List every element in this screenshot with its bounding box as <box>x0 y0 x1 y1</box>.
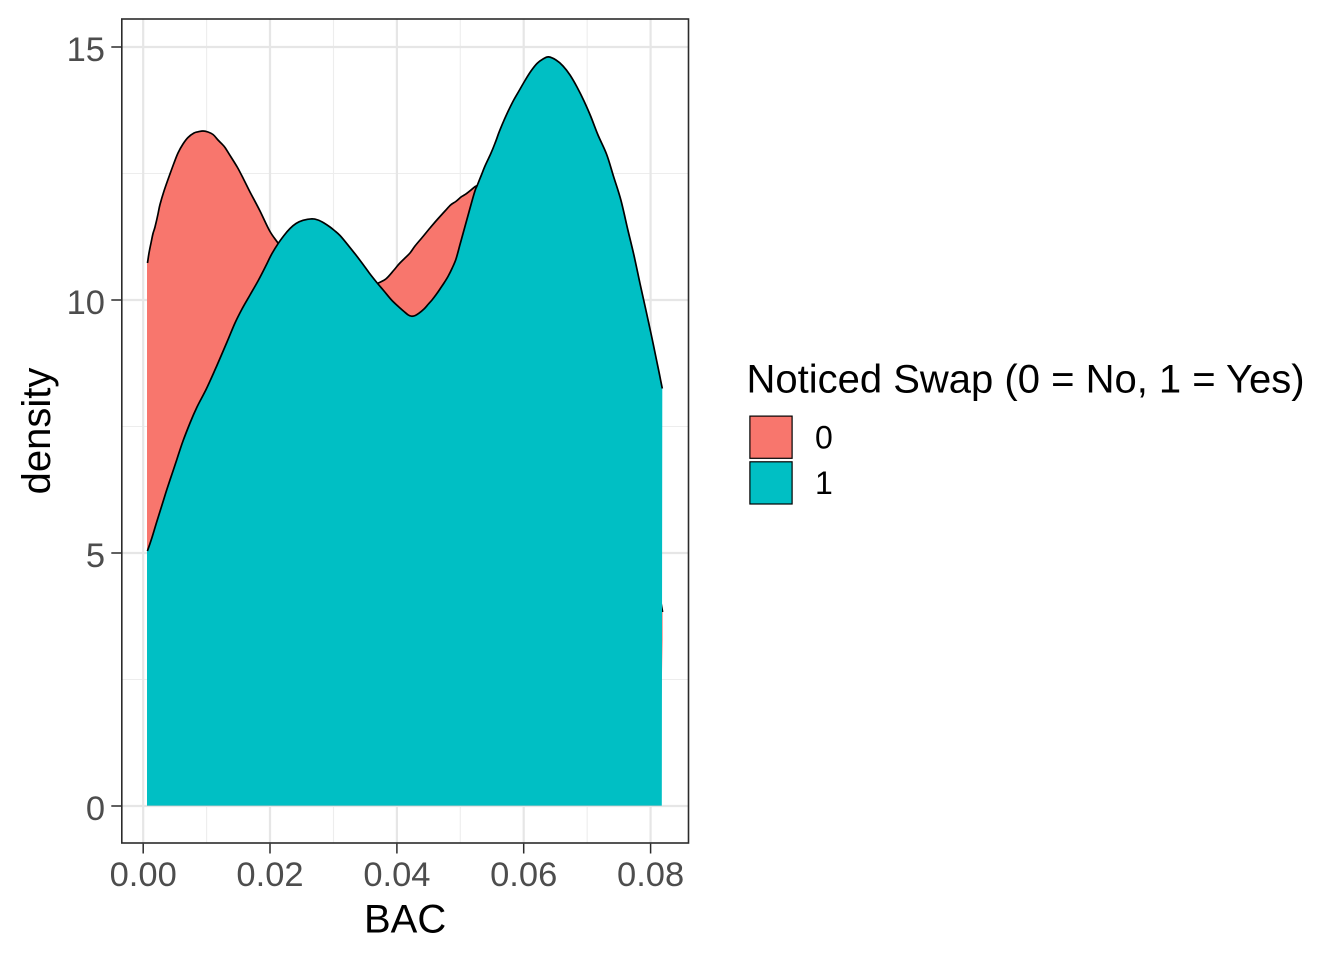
svg-text:15: 15 <box>67 31 105 69</box>
svg-text:Noticed Swap (0 = No, 1 = Yes): Noticed Swap (0 = No, 1 = Yes) <box>747 358 1305 402</box>
svg-text:5: 5 <box>86 537 105 575</box>
svg-text:0: 0 <box>815 420 833 456</box>
svg-text:1: 1 <box>815 465 833 501</box>
svg-text:0.06: 0.06 <box>490 856 557 894</box>
svg-text:BAC: BAC <box>364 898 446 942</box>
svg-text:0.04: 0.04 <box>363 856 430 894</box>
svg-text:0.08: 0.08 <box>617 856 684 894</box>
svg-text:0.00: 0.00 <box>110 856 177 894</box>
svg-text:0: 0 <box>86 790 105 828</box>
svg-text:density: density <box>15 368 59 495</box>
svg-text:10: 10 <box>67 284 105 322</box>
svg-text:0.02: 0.02 <box>236 856 303 894</box>
